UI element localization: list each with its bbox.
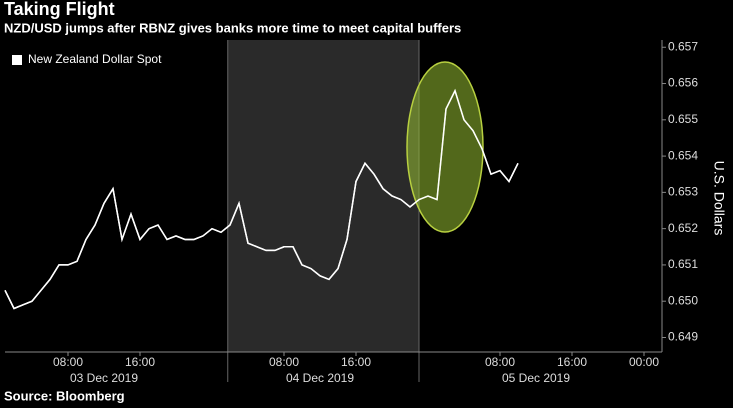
y-tick-label: 0.649 — [668, 330, 698, 344]
date-label: 05 Dec 2019 — [502, 371, 570, 385]
chart-subtitle: NZD/USD jumps after RBNZ gives banks mor… — [4, 20, 461, 35]
x-tick-label: 08:00 — [53, 355, 83, 369]
session-shade — [227, 40, 419, 352]
x-tick-label: 08:00 — [485, 355, 515, 369]
y-tick-label: 0.654 — [668, 148, 698, 162]
y-tick-label: 0.652 — [668, 221, 698, 235]
y-axis-label: U.S. Dollars — [711, 161, 727, 236]
date-label: 03 Dec 2019 — [70, 371, 138, 385]
legend-label: New Zealand Dollar Spot — [28, 52, 162, 66]
y-tick-label: 0.655 — [668, 112, 698, 126]
y-tick-label: 0.656 — [668, 76, 698, 90]
source: Source: Bloomberg — [4, 388, 125, 403]
y-tick-label: 0.653 — [668, 185, 698, 199]
x-tick-label: 08:00 — [269, 355, 299, 369]
date-label: 04 Dec 2019 — [286, 371, 354, 385]
chart-title: Taking Flight — [4, 0, 115, 19]
y-tick-label: 0.651 — [668, 257, 698, 271]
highlight-ellipse — [406, 61, 484, 233]
legend-swatch — [12, 55, 22, 65]
y-tick-label: 0.650 — [668, 293, 698, 307]
y-tick-label: 0.657 — [668, 39, 698, 53]
x-tick-label: 16:00 — [125, 355, 155, 369]
x-tick-label: 16:00 — [557, 355, 587, 369]
x-tick-label: 00:00 — [629, 355, 659, 369]
price-line — [4, 88, 519, 310]
x-tick-label: 16:00 — [341, 355, 371, 369]
